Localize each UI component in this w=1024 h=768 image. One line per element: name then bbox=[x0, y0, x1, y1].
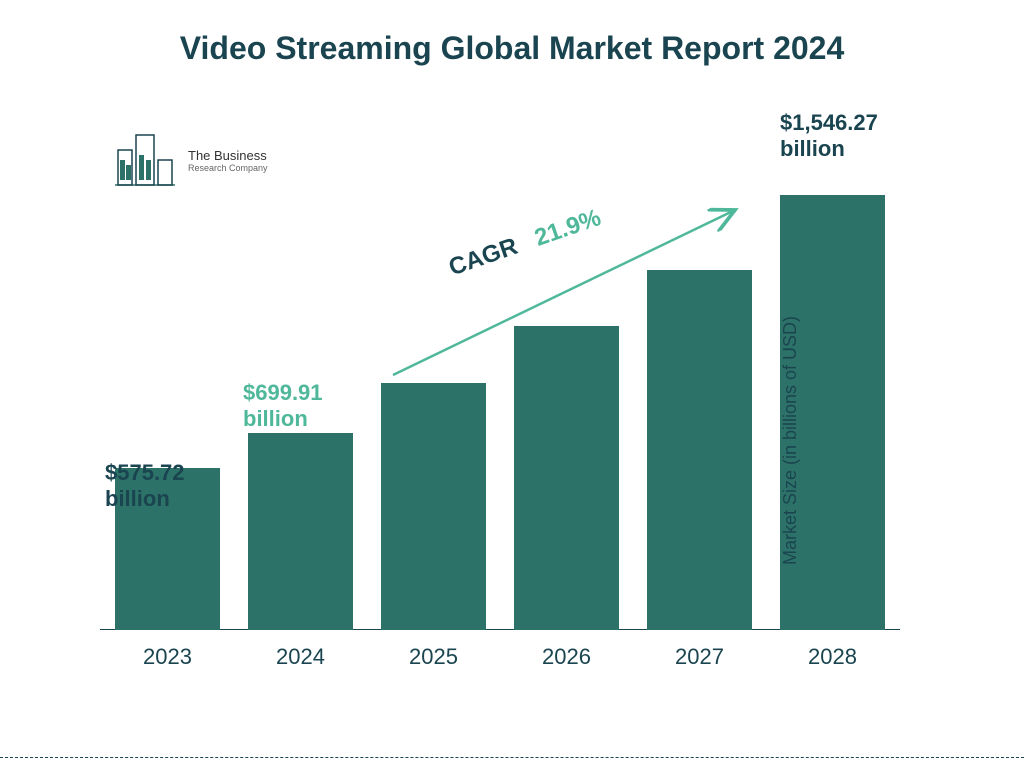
cagr-value: 21.9% bbox=[531, 204, 604, 252]
cagr-label: CAGR bbox=[445, 233, 521, 282]
footer-divider bbox=[0, 757, 1024, 758]
chart-title: Video Streaming Global Market Report 202… bbox=[0, 30, 1024, 67]
bar-value-label: $699.91billion bbox=[243, 380, 373, 433]
bar-value-label: $575.72billion bbox=[105, 460, 235, 513]
y-axis-label: Market Size (in billions of USD) bbox=[780, 316, 801, 565]
x-tick-label: 2026 bbox=[514, 644, 619, 670]
bar-value-label: $1,546.27billion bbox=[780, 110, 910, 163]
x-tick-label: 2027 bbox=[647, 644, 752, 670]
logo-line2: Research Company bbox=[188, 163, 268, 173]
chart-plot-area: 2023 2024 2025 2026 2027 2028 $575.72billion$… bbox=[100, 180, 900, 680]
logo-line1: The Business bbox=[188, 148, 268, 163]
bar bbox=[248, 433, 353, 630]
x-tick-label: 2025 bbox=[381, 644, 486, 670]
bar bbox=[647, 270, 752, 630]
bar bbox=[514, 326, 619, 630]
cagr-annotation: CAGR 21.9% bbox=[445, 204, 604, 282]
chart-container: Video Streaming Global Market Report 202… bbox=[0, 0, 1024, 768]
logo-text: The Business Research Company bbox=[188, 148, 268, 173]
x-tick-label: 2023 bbox=[115, 644, 220, 670]
x-tick-label: 2024 bbox=[248, 644, 353, 670]
bar bbox=[381, 383, 486, 631]
x-tick-label: 2028 bbox=[780, 644, 885, 670]
